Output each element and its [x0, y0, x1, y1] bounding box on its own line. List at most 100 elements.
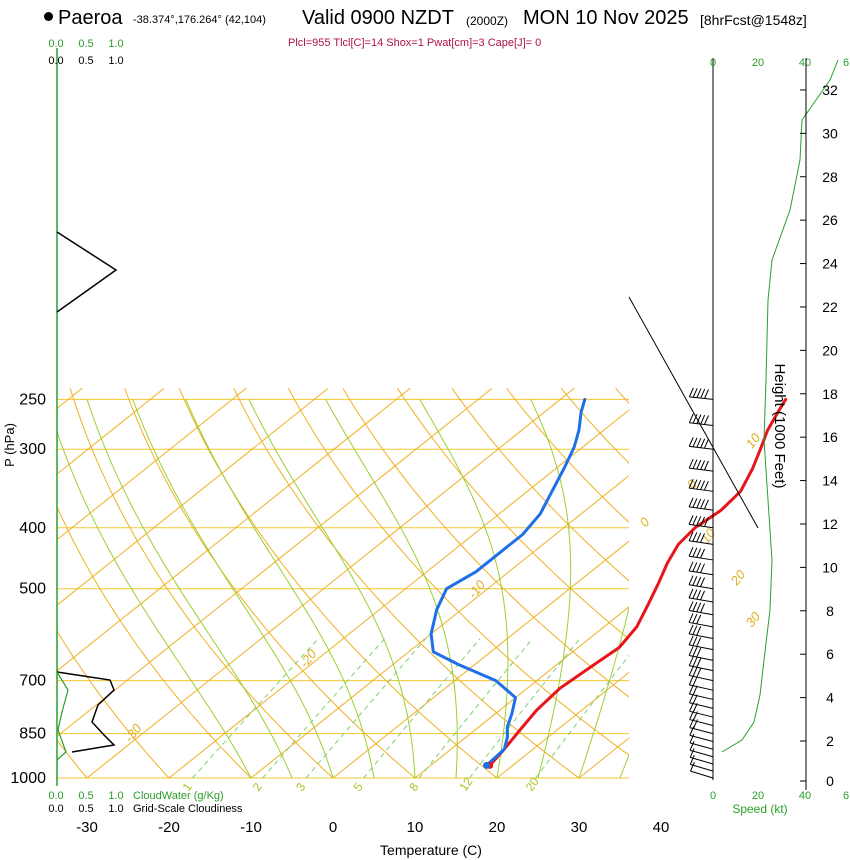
- wind-barb-flag: [688, 613, 694, 623]
- dry-adiabat-line: [779, 388, 850, 778]
- pressure-axis-title: P (hPa): [2, 423, 17, 467]
- isotherm-label: -30: [121, 720, 145, 745]
- wind-barb-flag: [696, 548, 702, 558]
- wind-barb-flag: [688, 675, 694, 686]
- cloudwater-scale-top: 1.0: [108, 38, 123, 50]
- height-tick-label: 18: [822, 386, 838, 402]
- isotherm-line: [414, 606, 629, 779]
- wind-barb-staff: [689, 684, 714, 691]
- wind-barb: [689, 741, 714, 758]
- mixing-ratio-label: 5: [351, 780, 366, 794]
- height-tick-label: 26: [822, 212, 838, 228]
- wind-barb-staff: [689, 734, 714, 743]
- wind-barb: [688, 656, 714, 672]
- height-tick-label: 2: [826, 733, 834, 749]
- right-boundary-line: [628, 296, 759, 529]
- wind-barb-flag: [688, 413, 694, 423]
- forecast-info: [8hrFcst@1548z]: [700, 12, 807, 28]
- wind-barb-flag: [688, 531, 694, 541]
- height-tick-label: 30: [822, 125, 838, 141]
- wind-barb-flag: [704, 415, 709, 425]
- wind-barb: [688, 601, 714, 616]
- dry-adiabat-line: [451, 388, 629, 582]
- wind-barb-staff: [689, 710, 714, 718]
- wind-barb-flag: [692, 459, 698, 469]
- wind-barb-flag: [689, 748, 695, 758]
- wind-barb-flag: [696, 614, 702, 625]
- moist-adiabat-line: [86, 399, 293, 779]
- wind-barb-flag: [688, 547, 694, 557]
- wind-barb-flag: [696, 414, 702, 424]
- temperature-tick-label: 10: [407, 819, 424, 836]
- cloudwater-scale-bottom: 1.0: [108, 790, 123, 802]
- wind-barb-flag: [688, 515, 694, 525]
- wind-barb-flag: [696, 658, 702, 668]
- cloudwater-scale-bottom: 0.0: [48, 790, 63, 802]
- wind-barb: [688, 515, 714, 529]
- isotherm-line: [168, 409, 629, 779]
- wind-barb: [688, 437, 714, 450]
- wind-barb-staff: [690, 763, 714, 772]
- cloudiness-scale-bottom: 1.0: [108, 803, 123, 815]
- wind-barb-flag: [692, 479, 698, 489]
- speed-scale-top: 0: [710, 57, 716, 69]
- height-tick-label: 32: [822, 82, 838, 98]
- mixing-ratio-line: [363, 638, 481, 779]
- pressure-tick-label: 400: [19, 520, 46, 537]
- cloudiness-scale-top: 1.0: [108, 55, 123, 67]
- mixing-ratio-line: [535, 654, 629, 779]
- moist-adiabat-line: [248, 399, 416, 779]
- wind-barb-flag: [696, 516, 702, 526]
- wind-barb-flag: [688, 635, 694, 646]
- cloudwater-scale-top: 0.5: [78, 38, 93, 50]
- wind-barb-flag: [692, 576, 698, 586]
- wind-barb-flag: [692, 601, 698, 612]
- wind-barb-flag: [688, 693, 694, 703]
- wind-barb-flag: [700, 438, 706, 448]
- height-tick-label: 24: [822, 256, 838, 272]
- isotherm-line: [496, 671, 629, 779]
- temperature-tick-label: -10: [240, 819, 262, 836]
- wind-barb-flag: [688, 575, 694, 585]
- cloudwater-legend: CloudWater (g/Kg): [133, 790, 224, 802]
- utc-time: (2000Z): [466, 14, 509, 28]
- wind-barb-staff: [689, 693, 714, 700]
- dry-adiabat-line: [124, 388, 416, 779]
- wind-barb-flag: [692, 685, 698, 696]
- wind-barb-flag: [696, 647, 702, 658]
- stability-indices: Plcl=955 Tlcl[C]=14 Shox=1 Pwat[cm]=3 Ca…: [288, 37, 542, 49]
- dry-adiabat-line: [233, 388, 580, 779]
- wind-barb-flag: [689, 755, 695, 765]
- cloudiness-scale-bottom: 0.0: [48, 803, 63, 815]
- wind-barb-staff: [689, 702, 714, 709]
- wind-barb-flag: [692, 613, 698, 624]
- valid-time: Valid 0900 NZDT: [302, 7, 454, 29]
- height-axis-title: Height (1000 Feet): [771, 363, 788, 488]
- wind-barb: [688, 497, 714, 511]
- wind-barb-staff: [689, 727, 714, 735]
- wind-barb: [688, 387, 714, 400]
- wind-barb-flag: [700, 563, 705, 573]
- wind-barb-flag: [688, 601, 694, 611]
- plot-area-lines: [57, 387, 850, 779]
- wind-barb-flag: [688, 656, 694, 666]
- wind-barb: [689, 726, 714, 743]
- wind-barb-flag: [700, 577, 705, 587]
- cloudiness-legend: Grid-Scale Cloudiness: [133, 803, 243, 815]
- wind-barb-flag: [696, 459, 702, 470]
- wind-barb-flag: [692, 625, 698, 635]
- height-tick-label: 0: [826, 773, 834, 789]
- mixing-ratio-label: 8: [406, 780, 421, 794]
- wind-barb-flag: [703, 438, 709, 449]
- wind-barb-staff: [689, 742, 714, 750]
- isotherm-line: [57, 387, 329, 606]
- cloudwater-scale-top: 0.0: [48, 38, 63, 50]
- wind-barb-flag: [689, 726, 695, 736]
- wind-barb-flag: [696, 590, 702, 600]
- cloudwater-trace: [56, 671, 69, 761]
- temperature-tick-label: 30: [571, 819, 588, 836]
- isotherm-label: 0: [636, 514, 653, 530]
- wind-barb-flag: [692, 667, 698, 677]
- speed-axis-title: Speed (kt): [732, 802, 787, 816]
